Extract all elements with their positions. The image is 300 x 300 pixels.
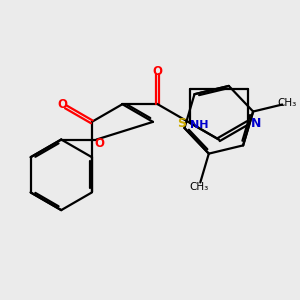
Text: CH₃: CH₃ <box>189 182 208 192</box>
Text: S: S <box>178 117 187 130</box>
Text: O: O <box>94 137 104 150</box>
Text: O: O <box>153 64 163 78</box>
Text: NH: NH <box>190 120 209 130</box>
Text: O: O <box>58 98 68 111</box>
Text: N: N <box>250 117 261 130</box>
Text: CH₃: CH₃ <box>278 98 297 108</box>
